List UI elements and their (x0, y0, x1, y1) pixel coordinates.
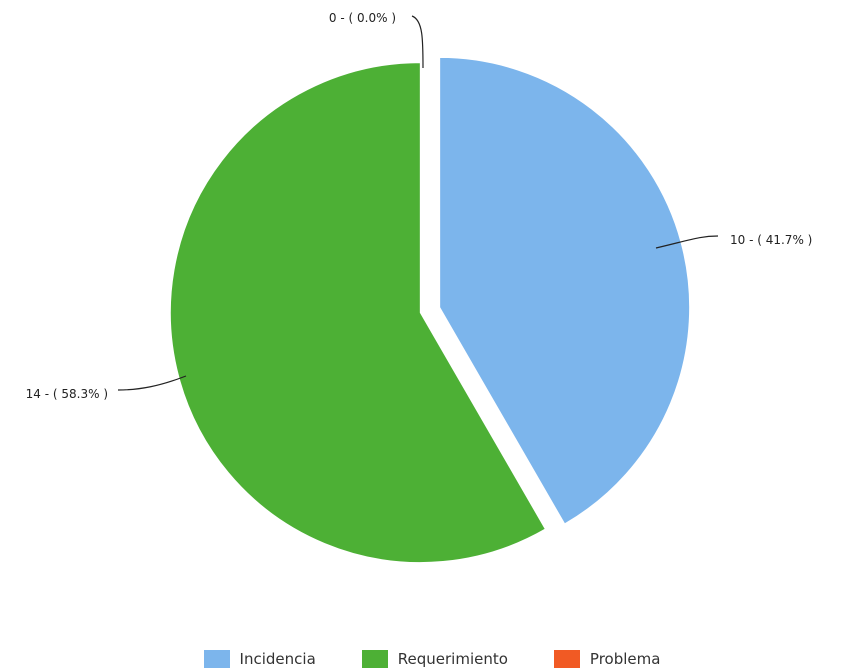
legend-label-incidencia: Incidencia (239, 650, 316, 668)
connector-requerimiento (117, 375, 187, 391)
data-labels: 10 - ( 41.7% ) 14 - ( 58.3% ) 0 - ( 0.0% ) (26, 11, 813, 401)
data-label-incidencia: 10 - ( 41.7% ) (730, 233, 812, 247)
legend-item-requerimiento[interactable]: Requerimiento (361, 650, 508, 668)
pie-slice-incidencia[interactable] (439, 56, 691, 525)
pie-chart: 10 - ( 41.7% ) 14 - ( 58.3% ) 0 - ( 0.0% ) (26, 11, 813, 564)
connector-incidencia (655, 235, 719, 249)
legend-swatch-requerimiento (361, 650, 388, 668)
legend-item-incidencia[interactable]: Incidencia (203, 650, 316, 668)
legend-swatch-problema (553, 650, 580, 668)
legend-label-requerimiento: Requerimiento (397, 650, 508, 668)
legend-item-problema[interactable]: Problema (553, 650, 661, 668)
label-connectors (117, 15, 719, 391)
legend-label-problema: Problema (589, 650, 661, 668)
pie-slices (169, 56, 691, 564)
legend-swatch-incidencia (203, 650, 230, 668)
pie-slice-requerimiento[interactable] (169, 62, 547, 564)
data-label-requerimiento: 14 - ( 58.3% ) (26, 387, 108, 401)
legend: Incidencia Requerimiento Problema (0, 646, 864, 672)
data-label-problema: 0 - ( 0.0% ) (329, 11, 396, 25)
connector-problema (411, 15, 424, 69)
